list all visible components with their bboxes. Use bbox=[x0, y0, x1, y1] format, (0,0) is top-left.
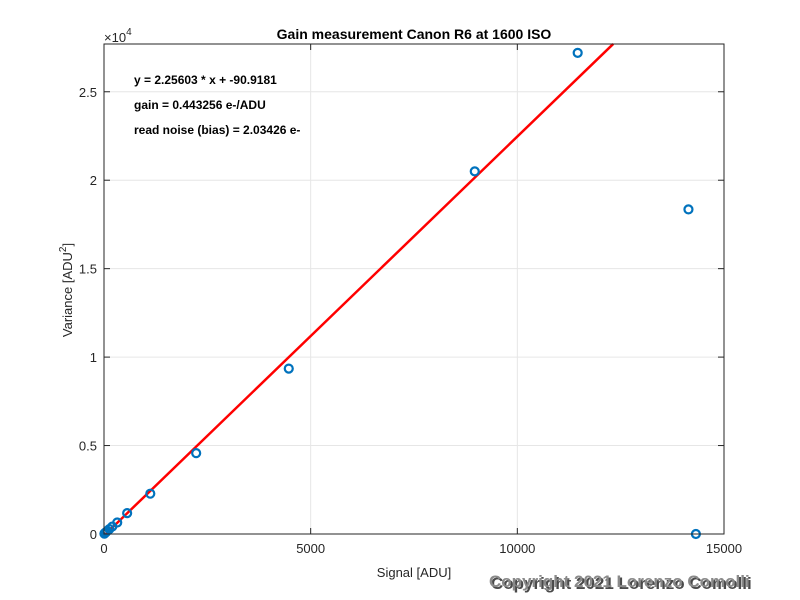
x-tick-label: 0 bbox=[100, 541, 107, 556]
data-point bbox=[283, 363, 294, 374]
x-tick-label: 10000 bbox=[499, 541, 535, 556]
y-tick-label: 2 bbox=[90, 173, 97, 188]
y-tick-label: 0 bbox=[90, 527, 97, 542]
x-ticks: 0 5000 10000 15000 bbox=[100, 44, 742, 556]
plot-frame bbox=[103, 43, 725, 535]
data-point bbox=[572, 47, 583, 58]
y-exponent-value: 4 bbox=[126, 27, 132, 38]
x-axis-label: Signal [ADU] bbox=[377, 565, 451, 580]
data-point bbox=[145, 488, 156, 499]
y-exponent-prefix: ×10 bbox=[104, 30, 126, 45]
y-axis-label-sup: 2 bbox=[58, 246, 69, 252]
y-axis-label-end: ] bbox=[60, 243, 75, 247]
data-point bbox=[683, 204, 694, 215]
y-axis-label-main: Variance [ADU bbox=[60, 252, 75, 337]
grid-lines bbox=[103, 44, 725, 535]
fit-line-group bbox=[104, 43, 615, 535]
data-point bbox=[112, 517, 123, 528]
data-point bbox=[469, 166, 480, 177]
y-tick-label: 2.5 bbox=[79, 85, 97, 100]
watermark: Copyright 2021 Lorenzo Comolli bbox=[489, 572, 750, 591]
y-ticks: 0 0.5 1 1.5 2 2.5 bbox=[79, 85, 724, 542]
data-points bbox=[99, 47, 701, 540]
watermark-shadow: Copyright 2021 Lorenzo Comolli bbox=[491, 574, 752, 593]
y-tick-label: 1 bbox=[90, 350, 97, 365]
plot-area bbox=[104, 44, 724, 534]
fit-line bbox=[104, 43, 615, 535]
y-axis-label: Variance [ADU2] bbox=[58, 243, 75, 337]
x-tick-label: 5000 bbox=[296, 541, 325, 556]
read-noise-value: read noise (bias) = 2.03426 e- bbox=[134, 123, 300, 137]
y-exponent-label: ×104 bbox=[104, 27, 132, 45]
chart-title: Gain measurement Canon R6 at 1600 ISO bbox=[277, 26, 552, 42]
y-tick-label: 1.5 bbox=[79, 262, 97, 277]
gain-value: gain = 0.443256 e-/ADU bbox=[134, 98, 266, 112]
data-point bbox=[191, 448, 202, 459]
data-point bbox=[122, 508, 133, 519]
fit-equation: y = 2.25603 * x + -90.9181 bbox=[134, 73, 277, 87]
x-tick-label: 15000 bbox=[706, 541, 742, 556]
y-tick-label: 0.5 bbox=[79, 439, 97, 454]
